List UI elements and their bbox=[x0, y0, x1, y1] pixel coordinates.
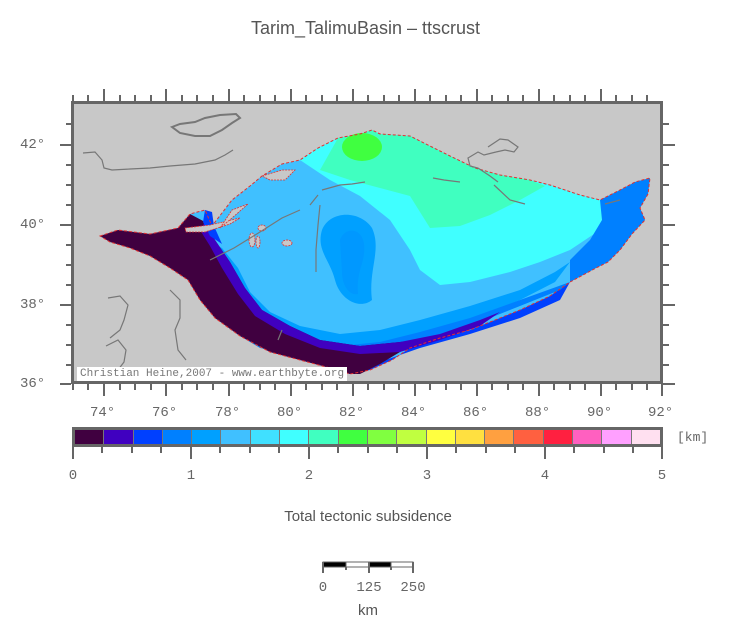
colorbar-swatch bbox=[162, 430, 193, 444]
x-tick-label-78: 78° bbox=[215, 405, 241, 421]
colorbar-swatch bbox=[631, 430, 660, 444]
scalebar-graphic bbox=[322, 561, 414, 573]
x-tick-label-92: 92° bbox=[648, 405, 674, 421]
colorbar-title: Total tectonic subsidence bbox=[284, 508, 452, 525]
colorbar-swatch bbox=[514, 430, 544, 444]
x-tick-label-86: 86° bbox=[463, 405, 489, 421]
map-title: Tarim_TalimuBasin – ttscrust bbox=[250, 18, 481, 38]
colorbar-swatch bbox=[75, 430, 105, 444]
map-panel bbox=[71, 101, 663, 384]
colorbar bbox=[72, 427, 663, 447]
colorbar-swatch bbox=[250, 430, 281, 444]
colorbar-swatch bbox=[104, 430, 134, 444]
y-tick-label-42: 42° bbox=[20, 137, 46, 153]
x-tick-label-84: 84° bbox=[401, 405, 427, 421]
x-tick-label-82: 82° bbox=[339, 405, 365, 421]
colorbar-label-0: 0 bbox=[68, 468, 78, 484]
colorbar-swatch bbox=[455, 430, 486, 444]
colorbar-swatch bbox=[602, 430, 632, 444]
colorbar-swatch bbox=[367, 430, 398, 444]
colorbar-swatch bbox=[280, 430, 310, 444]
colorbar-swatch bbox=[338, 430, 368, 444]
x-tick-label-74: 74° bbox=[90, 405, 116, 421]
scalebar-label-125: 125 bbox=[356, 580, 382, 596]
basin-boundary bbox=[98, 129, 651, 375]
colorbar-swatch bbox=[192, 430, 222, 444]
y-tick-label-40: 40° bbox=[20, 217, 46, 233]
colorbar-label-3: 3 bbox=[422, 468, 432, 484]
colorbar-label-1: 1 bbox=[186, 468, 196, 484]
colorbar-swatch bbox=[426, 430, 456, 444]
colorbar-swatch bbox=[397, 430, 427, 444]
colorbar-unit: [km] bbox=[677, 430, 709, 445]
colorbar-swatch bbox=[543, 430, 574, 444]
scalebar-label-250: 250 bbox=[400, 580, 426, 596]
x-tick-label-88: 88° bbox=[525, 405, 551, 421]
colorbar-label-4: 4 bbox=[540, 468, 550, 484]
x-tick-label-76: 76° bbox=[152, 405, 178, 421]
subsidence-contours bbox=[100, 130, 650, 374]
colorbar-swatch bbox=[309, 430, 339, 444]
y-tick-label-38: 38° bbox=[20, 297, 46, 313]
map-credit: Christian Heine,2007 - www.earthbyte.org bbox=[77, 367, 348, 381]
x-tick-label-90: 90° bbox=[587, 405, 613, 421]
x-tick-label-80: 80° bbox=[277, 405, 303, 421]
colorbar-swatch bbox=[133, 430, 163, 444]
colorbar-label-2: 2 bbox=[304, 468, 314, 484]
colorbar-swatch bbox=[221, 430, 251, 444]
y-tick-label-36: 36° bbox=[20, 376, 46, 392]
scalebar-unit: km bbox=[358, 602, 378, 619]
colorbar-label-5: 5 bbox=[657, 468, 667, 484]
scalebar-label-0: 0 bbox=[318, 580, 328, 596]
colorbar-swatch bbox=[573, 430, 603, 444]
colorbar-swatch bbox=[485, 430, 515, 444]
basin-map bbox=[82, 112, 651, 375]
